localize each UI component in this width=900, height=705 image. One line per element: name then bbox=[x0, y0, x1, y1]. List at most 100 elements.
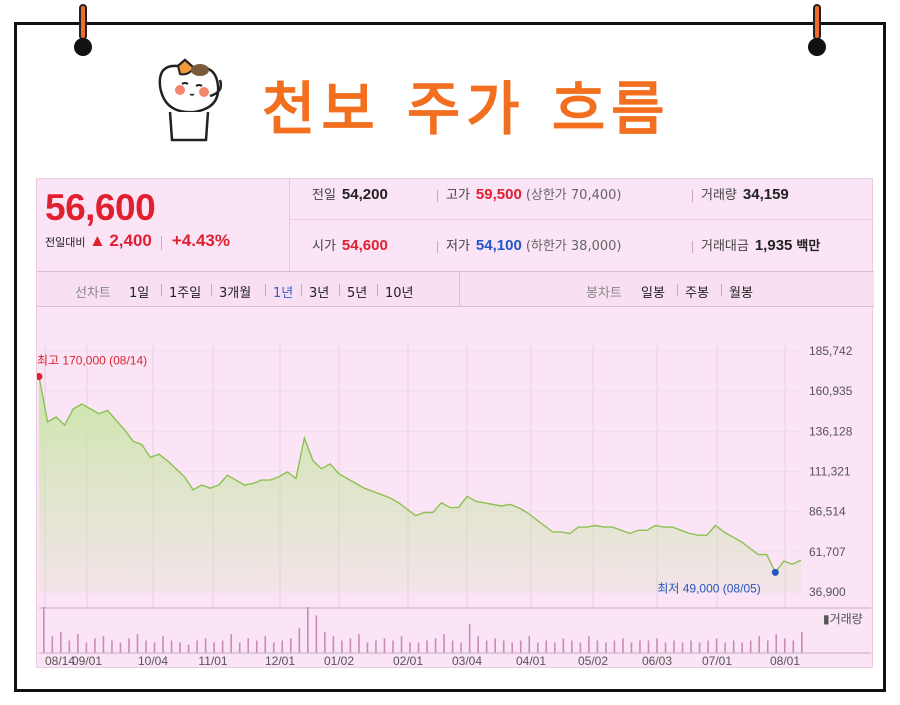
volume-bar bbox=[409, 642, 411, 653]
tab-line-chart[interactable]: 선차트 bbox=[75, 286, 111, 301]
turnover: 거래대금 1,935 백만 bbox=[692, 235, 820, 254]
price-chart: 185,742 160,935 136,128 111,321 86,514 61,707… bbox=[37, 307, 874, 669]
volume-bar bbox=[468, 623, 471, 653]
tab-1d[interactable]: 1일 bbox=[129, 286, 150, 301]
volume-bar bbox=[792, 640, 795, 653]
volume-bar bbox=[741, 642, 743, 653]
volume-bar bbox=[60, 632, 62, 653]
volume-bar bbox=[94, 638, 96, 653]
x-tick-label: 01/02 bbox=[324, 654, 354, 668]
volume-bar bbox=[400, 636, 403, 653]
volume-bar bbox=[77, 634, 79, 653]
cat-mascot-icon bbox=[158, 58, 223, 142]
volume-bar bbox=[766, 640, 769, 653]
low-annotation: 최저 49,000 (08/05) bbox=[657, 581, 760, 595]
y-tick-label: 136,128 bbox=[809, 424, 853, 438]
change-percent: +4.43% bbox=[171, 231, 230, 250]
x-tick-label: 04/01 bbox=[516, 654, 546, 668]
pin-right-icon bbox=[808, 4, 826, 60]
volume-bar bbox=[85, 642, 88, 653]
volume-bar bbox=[281, 640, 284, 653]
tab-3m[interactable]: 3개월 bbox=[219, 286, 252, 301]
volume-bar bbox=[801, 632, 803, 653]
tab-monthly-candle[interactable]: 월봉 bbox=[729, 286, 753, 301]
volume-bar bbox=[443, 634, 445, 653]
volume-bar bbox=[698, 642, 701, 653]
tab-candle-chart[interactable]: 봉차트 bbox=[586, 286, 622, 301]
volume-bar bbox=[715, 638, 718, 653]
change-label: 전일대비 bbox=[45, 236, 86, 249]
x-tick-label: 08/14 bbox=[45, 654, 75, 668]
volume-bar bbox=[238, 642, 241, 653]
volume-bar bbox=[170, 640, 173, 653]
volume-bar bbox=[477, 636, 479, 653]
tab-5y[interactable]: 5년 bbox=[347, 286, 368, 301]
volume-bar bbox=[51, 636, 54, 653]
volume-bar bbox=[426, 640, 428, 653]
volume-bar bbox=[664, 642, 667, 653]
volume-bar bbox=[519, 640, 522, 653]
volume-bar bbox=[571, 640, 573, 653]
volume-label: ▮거래량 bbox=[823, 612, 863, 626]
volume-bar bbox=[724, 642, 726, 653]
tab-10y[interactable]: 10년 bbox=[385, 286, 414, 301]
volume-bar bbox=[613, 640, 616, 653]
y-tick-label: 36,900 bbox=[809, 585, 846, 599]
day-high: 고가 59,500 (상한가 70,400) bbox=[437, 184, 621, 203]
volume-bar bbox=[264, 636, 267, 653]
quote-summary: 56,600 전일대비 ▲ 2,400 +4.43% 전일 54,200 고가 59… bbox=[37, 179, 874, 271]
volume-bar bbox=[102, 636, 105, 653]
volume-bar bbox=[732, 640, 735, 653]
high-marker bbox=[37, 372, 43, 380]
volume-bar bbox=[332, 636, 335, 653]
prev-close: 전일 54,200 bbox=[312, 186, 388, 203]
pin-left-icon bbox=[74, 4, 92, 60]
volume-bar bbox=[656, 638, 658, 653]
volume-bar bbox=[502, 640, 505, 653]
volume-bar bbox=[375, 640, 377, 653]
y-tick-label: 61,707 bbox=[809, 545, 846, 559]
tab-3y[interactable]: 3년 bbox=[309, 286, 330, 301]
volume-bar bbox=[358, 634, 360, 653]
volume-bar bbox=[485, 640, 488, 653]
volume-bar bbox=[579, 642, 582, 653]
price-area bbox=[39, 376, 801, 592]
volume-bar bbox=[272, 642, 275, 653]
x-tick-label: 11/01 bbox=[198, 654, 227, 668]
volume-bar bbox=[690, 640, 692, 653]
y-tick-label: 111,321 bbox=[809, 465, 851, 479]
x-tick-label: 12/01 bbox=[265, 654, 295, 668]
volume-bar bbox=[554, 642, 556, 653]
x-tick-label: 02/01 bbox=[393, 654, 423, 668]
tab-daily-candle[interactable]: 일봉 bbox=[641, 286, 665, 301]
volume-bar bbox=[639, 640, 641, 653]
volume-bar bbox=[221, 640, 224, 653]
open-price: 시가 54,600 bbox=[312, 237, 388, 254]
volume-bar bbox=[341, 640, 343, 653]
volume-bar bbox=[417, 642, 420, 653]
volume-bar bbox=[111, 640, 113, 653]
tab-1y[interactable]: 1년 bbox=[273, 286, 294, 301]
volume-bar bbox=[366, 642, 369, 653]
volume-bar bbox=[673, 640, 675, 653]
volume-bar bbox=[324, 632, 326, 653]
volume-bar bbox=[145, 640, 147, 653]
volume-bar bbox=[349, 638, 352, 653]
volume-bar bbox=[707, 640, 709, 653]
volume-bar bbox=[536, 642, 539, 653]
volume-bar bbox=[681, 642, 684, 653]
volume-bar bbox=[153, 642, 156, 653]
volume-bar bbox=[545, 640, 548, 653]
tab-weekly-candle[interactable]: 주봉 bbox=[685, 286, 709, 301]
x-tick-label: 03/04 bbox=[452, 654, 482, 668]
volume-bar bbox=[119, 642, 122, 653]
volume-bar bbox=[528, 636, 531, 653]
tab-1w[interactable]: 1주일 bbox=[169, 286, 202, 301]
up-triangle-icon: ▲ bbox=[88, 231, 106, 250]
page-title: 천보 주가 흐름 bbox=[262, 75, 671, 143]
volume-bar bbox=[43, 607, 45, 653]
price-line bbox=[38, 376, 802, 574]
volume-bar bbox=[196, 640, 198, 653]
volume-bar bbox=[162, 636, 164, 653]
y-tick-label: 86,514 bbox=[809, 505, 846, 519]
